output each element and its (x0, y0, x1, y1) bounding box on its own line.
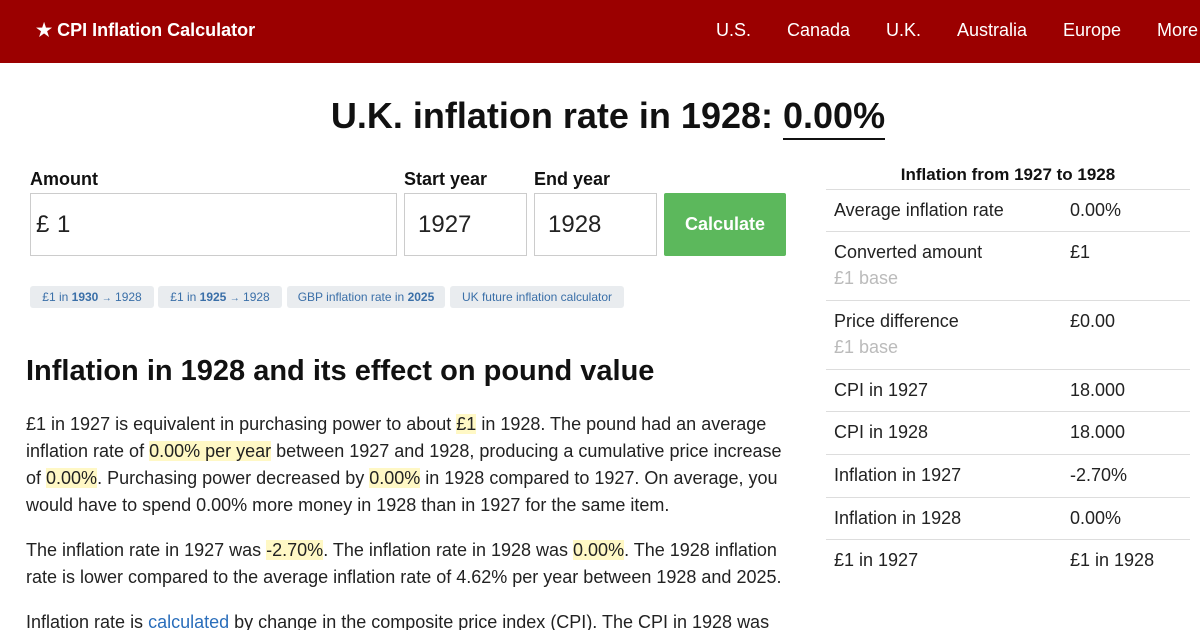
nav-link-europe[interactable]: Europe (1063, 20, 1122, 40)
nav-link-canada[interactable]: Canada (787, 20, 851, 40)
calculate-button[interactable]: Calculate (664, 193, 786, 256)
sidebar-row-converted-amount: Converted amount £1 £1 base (826, 231, 1190, 300)
start-year-input[interactable]: 1927 (404, 193, 527, 256)
nav-link-us[interactable]: U.S. (716, 20, 752, 40)
end-year-input[interactable]: 1928 (534, 193, 657, 256)
chip-link-1930[interactable]: £1 in 1930 → 1928 (30, 286, 154, 308)
start-year-label: Start year (404, 169, 488, 189)
sidebar-row-pound-equivalence: £1 in 1927 £1 in 1928 (826, 539, 1190, 581)
page-title-prefix: U.K. inflation rate in 1928: (330, 95, 773, 136)
start-year-value: 1927 (418, 211, 472, 238)
amount-value: 1 (57, 211, 71, 238)
article-heading: Inflation in 1928 and its effect on poun… (26, 355, 655, 387)
sidebar-row-price-difference: Price difference £0.00 £1 base (826, 300, 1190, 369)
sidebar-row-inflation-1927: Inflation in 1927 -2.70% (826, 454, 1190, 497)
top-navbar: ★ CPI Inflation Calculator U.S. Canada U… (0, 0, 1200, 63)
amount-input[interactable]: £ 1 (30, 193, 397, 256)
nav-link-more[interactable]: More (1157, 20, 1199, 40)
page-title-rate: 0.00% (783, 95, 886, 140)
amount-label: Amount (30, 169, 98, 189)
nav-link-australia[interactable]: Australia (957, 20, 1028, 40)
currency-symbol: £ (36, 211, 50, 238)
article-paragraph-2: The inflation rate in 1927 was -2.70%. T… (26, 540, 782, 587)
brand-link[interactable]: ★ CPI Inflation Calculator (36, 20, 256, 40)
chip-link-gbp-2025[interactable]: GBP inflation rate in 2025 (287, 286, 445, 308)
sidebar-row-inflation-1928: Inflation in 1928 0.00% (826, 497, 1190, 539)
nav-link-uk[interactable]: U.K. (886, 20, 922, 40)
page-title: U.K. inflation rate in 1928: 0.00% (0, 95, 1200, 140)
article-paragraph-1: £1 in 1927 is equivalent in purchasing p… (26, 414, 782, 515)
end-year-value: 1928 (548, 211, 602, 238)
end-year-label: End year (534, 169, 611, 189)
sidebar-row-cpi-1928: CPI in 1928 18.000 (826, 411, 1190, 454)
chip-link-future-calculator[interactable]: UK future inflation calculator (450, 286, 624, 308)
article-paragraph-3: Inflation rate is calculated by change i… (26, 612, 770, 630)
calculated-link[interactable]: calculated (148, 612, 230, 630)
chip-link-1925[interactable]: £1 in 1925 → 1928 (158, 286, 282, 308)
sidebar-row-cpi-1927: CPI in 1927 18.000 (826, 369, 1190, 411)
sidebar-row-average-rate: Average inflation rate 0.00% (826, 189, 1190, 231)
sidebar-title: Inflation from 1927 to 1928 (900, 165, 1116, 184)
